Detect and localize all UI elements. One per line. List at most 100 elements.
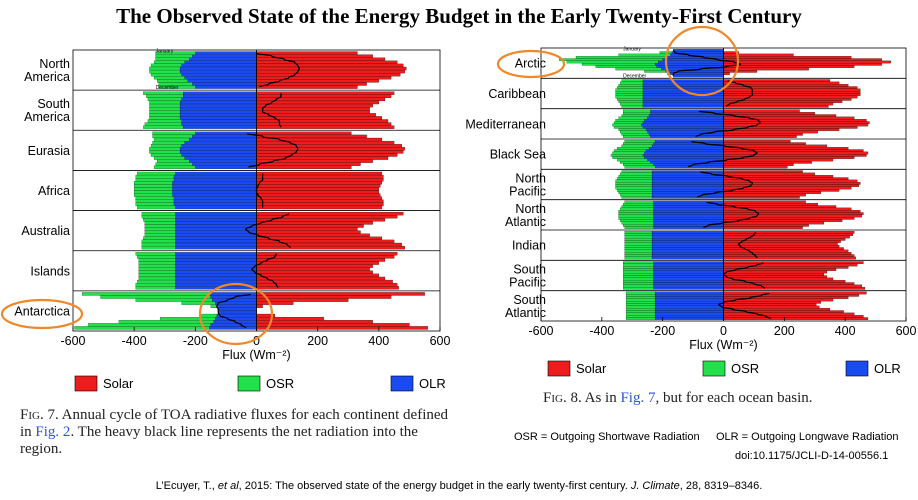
solar-bar [256,304,263,308]
solar-bar [256,171,383,176]
fig8-caption: Fig. 8. As in Fig. 7, but for each ocean… [543,390,903,407]
region-label: America [24,70,70,84]
olr-bar [651,186,724,190]
olr-bar [653,270,724,274]
solar-bar [723,72,730,75]
olr-bar [645,128,724,131]
solar-bar [256,103,373,108]
olr-bar [653,214,724,218]
osr-bar [141,242,176,247]
osr-bar [623,270,654,274]
solar-bar [723,135,797,138]
olr-bar [192,82,257,86]
osr-bar [138,270,176,274]
olr-bar [651,196,724,199]
citation-authors: L’Ecuyer, T., [155,480,218,492]
olr-bar [653,207,724,211]
olr-bar [179,113,257,117]
osr-bar [624,200,654,204]
osr-bar [624,249,653,253]
olr-bar [173,178,257,182]
solar-bar [723,130,818,134]
region-label: South [513,263,546,277]
olr-bar [179,69,257,74]
osr-bar [144,233,176,237]
olr-bar [210,323,257,327]
olr-bar [642,154,724,157]
osr-bar [82,292,211,296]
solar-bar [723,291,867,295]
solar-bar [256,301,294,305]
olr-bar [181,153,257,157]
osr-bar [152,131,196,136]
osr-bar [157,79,188,83]
osr-bar [623,266,654,269]
osr-bar [118,320,214,324]
osr-bar [149,66,181,71]
olr-bar [175,273,257,278]
olr-bar [642,98,724,101]
olr-bar [642,95,724,99]
osr-bar [623,273,654,276]
olr-bar [651,238,724,241]
solar-bar [723,212,864,215]
osr-bar [616,98,643,101]
solar-bar [256,150,404,154]
solar-bar [723,95,858,99]
olr-bar [654,315,724,318]
region-australia: Australia [21,210,440,250]
olr-bar [651,170,724,173]
osr-bar [624,254,653,257]
osr-bar [566,60,659,64]
solar-bar [256,156,389,160]
solar-bar [723,163,794,166]
solar-bar [723,226,803,229]
net-radiation-line [251,253,279,288]
x-tick-label: 200 [307,334,328,348]
osr-bar [621,79,643,82]
region-arctic: Arctic January December [515,47,891,79]
solar-bar [256,190,379,194]
osr-bar [135,286,176,290]
osr-bar [615,88,643,92]
fig8-caption-label: Fig. 8. [543,390,582,406]
olr-bar [172,190,257,194]
olr-bar [642,105,724,108]
olr-bar [184,156,257,160]
osr-bar [623,284,654,288]
olr-bar [644,156,724,159]
net-radiation-line [722,262,766,289]
solar-bar [256,323,410,327]
olr-bar [654,301,724,304]
solar-bar [723,224,809,227]
net-radiation-line [718,292,772,319]
fig7-link[interactable]: Fig. 7 [620,390,656,406]
olr-bar [179,107,257,111]
olr-bar [175,245,257,250]
olr-bar [673,74,724,78]
osr-bar [144,122,182,126]
solar-bar [723,231,855,234]
olr-bar [184,60,257,64]
legend-label-osr: OSR [731,361,759,376]
solar-bar [256,211,404,216]
legend-swatch-olr [390,375,414,392]
solar-bar [256,144,402,148]
net-radiation-line [725,80,754,107]
solar-bar [256,233,370,237]
solar-bar [723,151,869,155]
fig2-link[interactable]: Fig. 2 [35,424,71,440]
solar-bar [723,121,870,124]
osr-bar [138,261,176,265]
osr-bar [135,283,176,287]
osr-bar [74,326,210,330]
osr-bar [624,165,656,169]
olr-bar [179,150,257,154]
olr-bar [183,91,257,95]
month-label-end: December [156,85,179,91]
solar-bar [723,165,788,169]
osr-bar [623,282,654,285]
olr-bar [654,317,724,320]
